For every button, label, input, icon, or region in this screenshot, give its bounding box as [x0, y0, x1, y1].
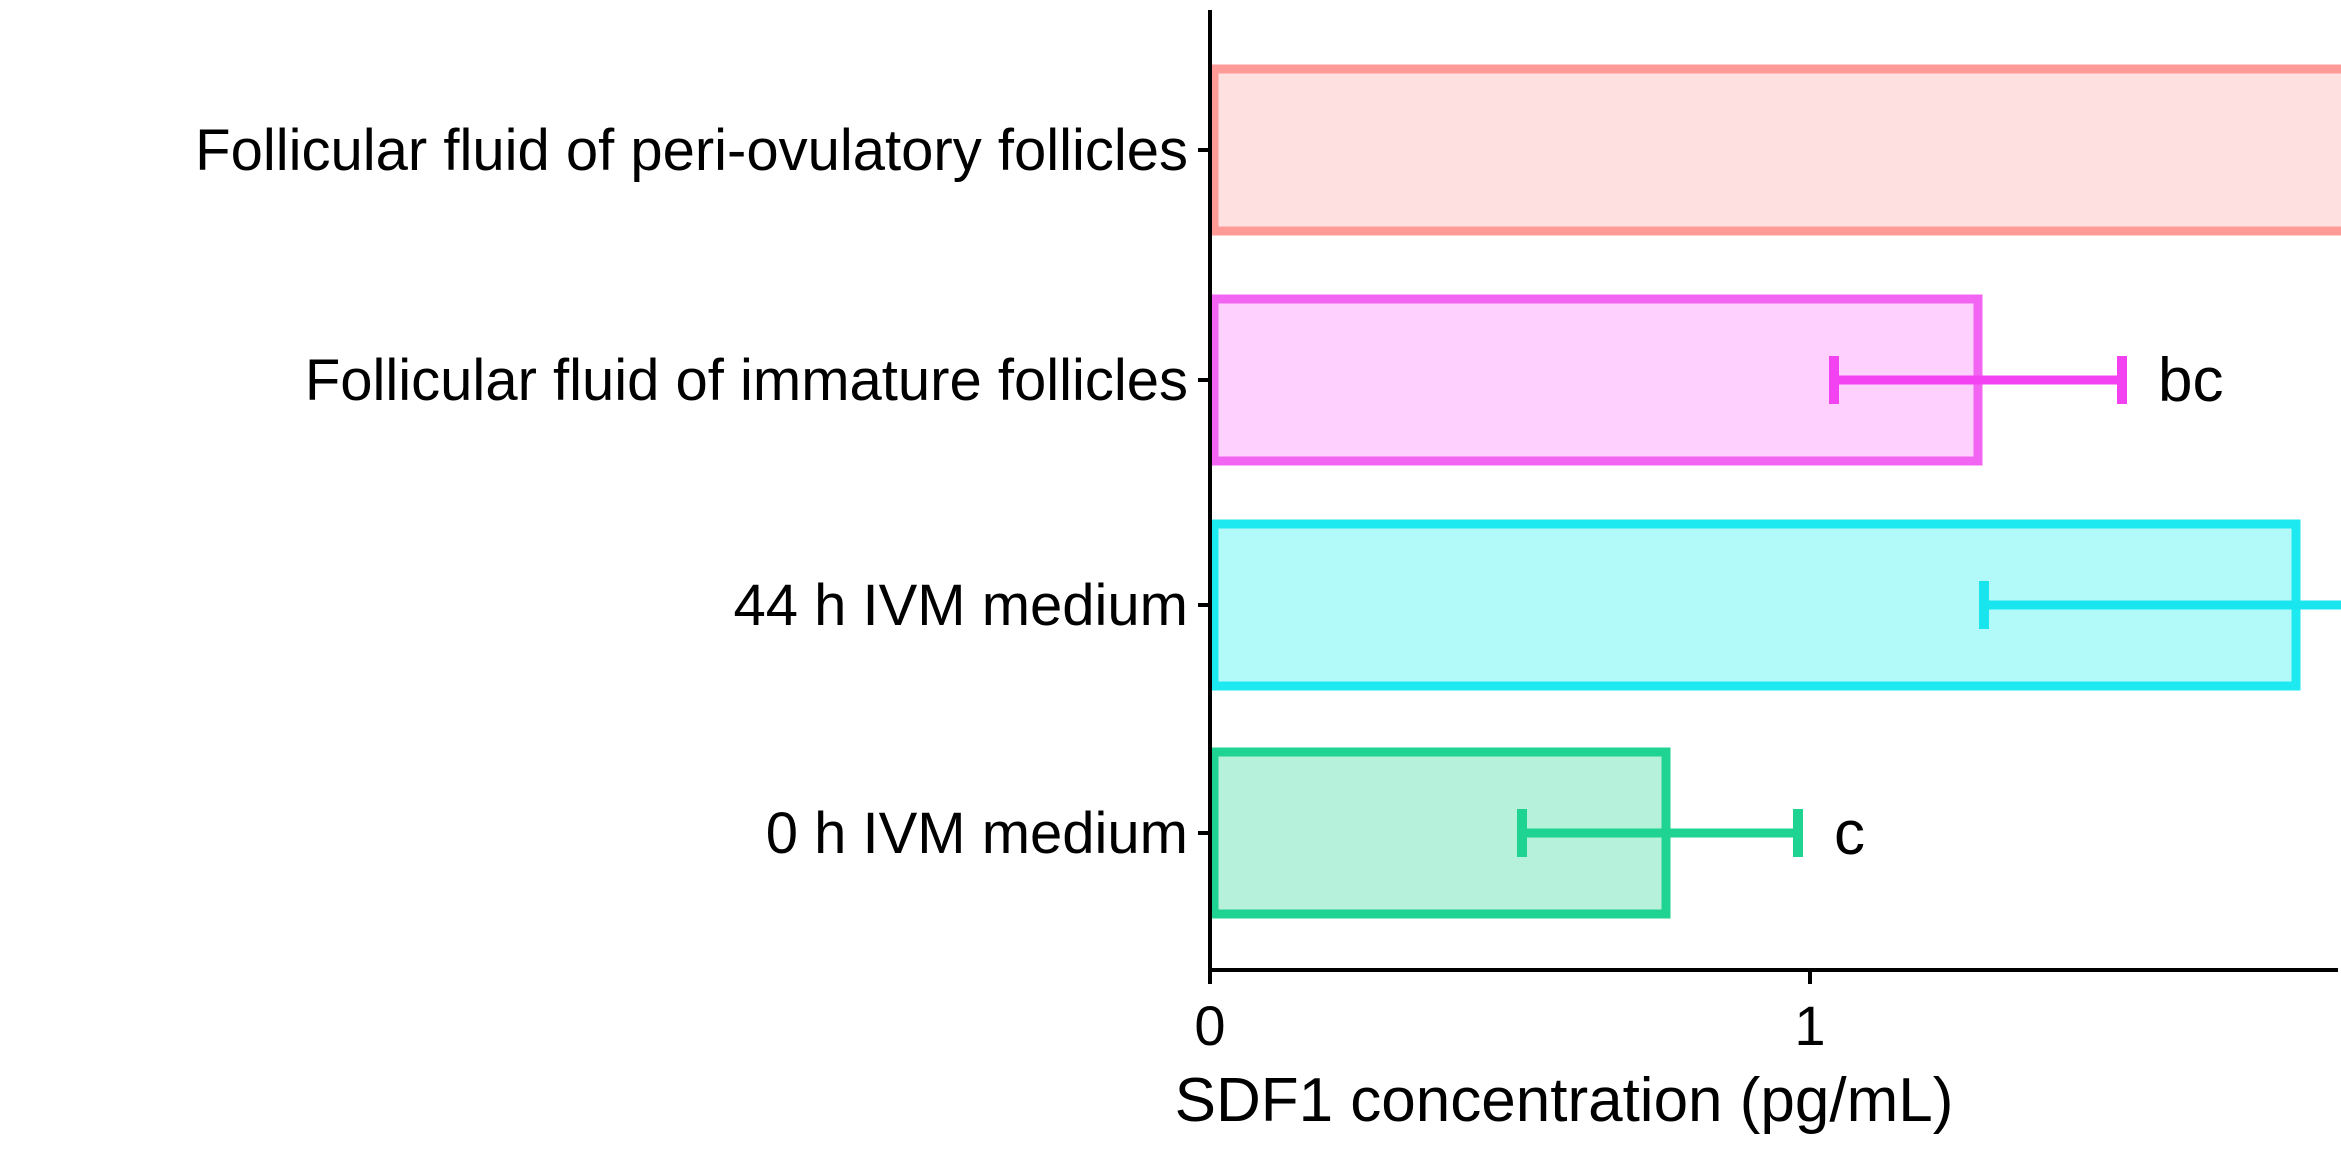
significance-label-2: bc: [2158, 346, 2223, 415]
significance-label-4: c: [1834, 799, 1865, 868]
x-axis-title: SDF1 concentration (pg/mL): [1175, 1066, 1954, 1135]
x-tick-label-1: 1: [1794, 994, 1825, 1057]
labels-layer: aFollicular fluid of peri-ovulatory foll…: [195, 118, 2223, 1057]
error-bars-layer: [1517, 356, 2341, 857]
category-label-3: 44 h IVM medium: [733, 573, 1188, 638]
axes-layer: [1198, 10, 2338, 984]
category-label-1: Follicular fluid of peri-ovulatory folli…: [195, 118, 1188, 183]
category-label-4: 0 h IVM medium: [766, 801, 1188, 866]
category-label-2: Follicular fluid of immature follicles: [305, 348, 1188, 413]
bars-layer: [1209, 64, 2341, 919]
bar-1: [1209, 64, 2341, 236]
x-tick-label-0: 0: [1194, 994, 1225, 1057]
